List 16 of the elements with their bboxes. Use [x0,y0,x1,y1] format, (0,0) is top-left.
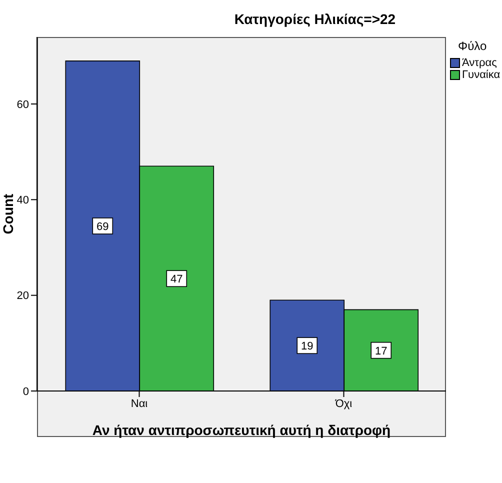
x-axis-title: Αν ήταν αντιπροσωπευτική αυτή η διατροφή [92,422,391,438]
data-label: 47 [170,274,183,286]
data-label: 17 [375,345,388,358]
data-label: 19 [301,340,314,353]
x-tick-label: Όχι [334,398,353,410]
y-tick-label: 60 [16,98,29,111]
y-tick-label: 20 [16,290,29,302]
legend-title: Φύλο [458,39,488,53]
x-tick-label: Ναι [130,398,148,410]
y-tick-label: 0 [22,386,29,398]
y-axis-title: Count [0,193,16,234]
y-tick-label: 40 [16,194,29,207]
chart-title: Κατηγορίες Ηλικίας=>22 [233,11,397,27]
legend-label: Γυναίκα [462,69,500,81]
data-label: 69 [96,220,109,233]
legend-label: Άντρας [462,57,497,69]
